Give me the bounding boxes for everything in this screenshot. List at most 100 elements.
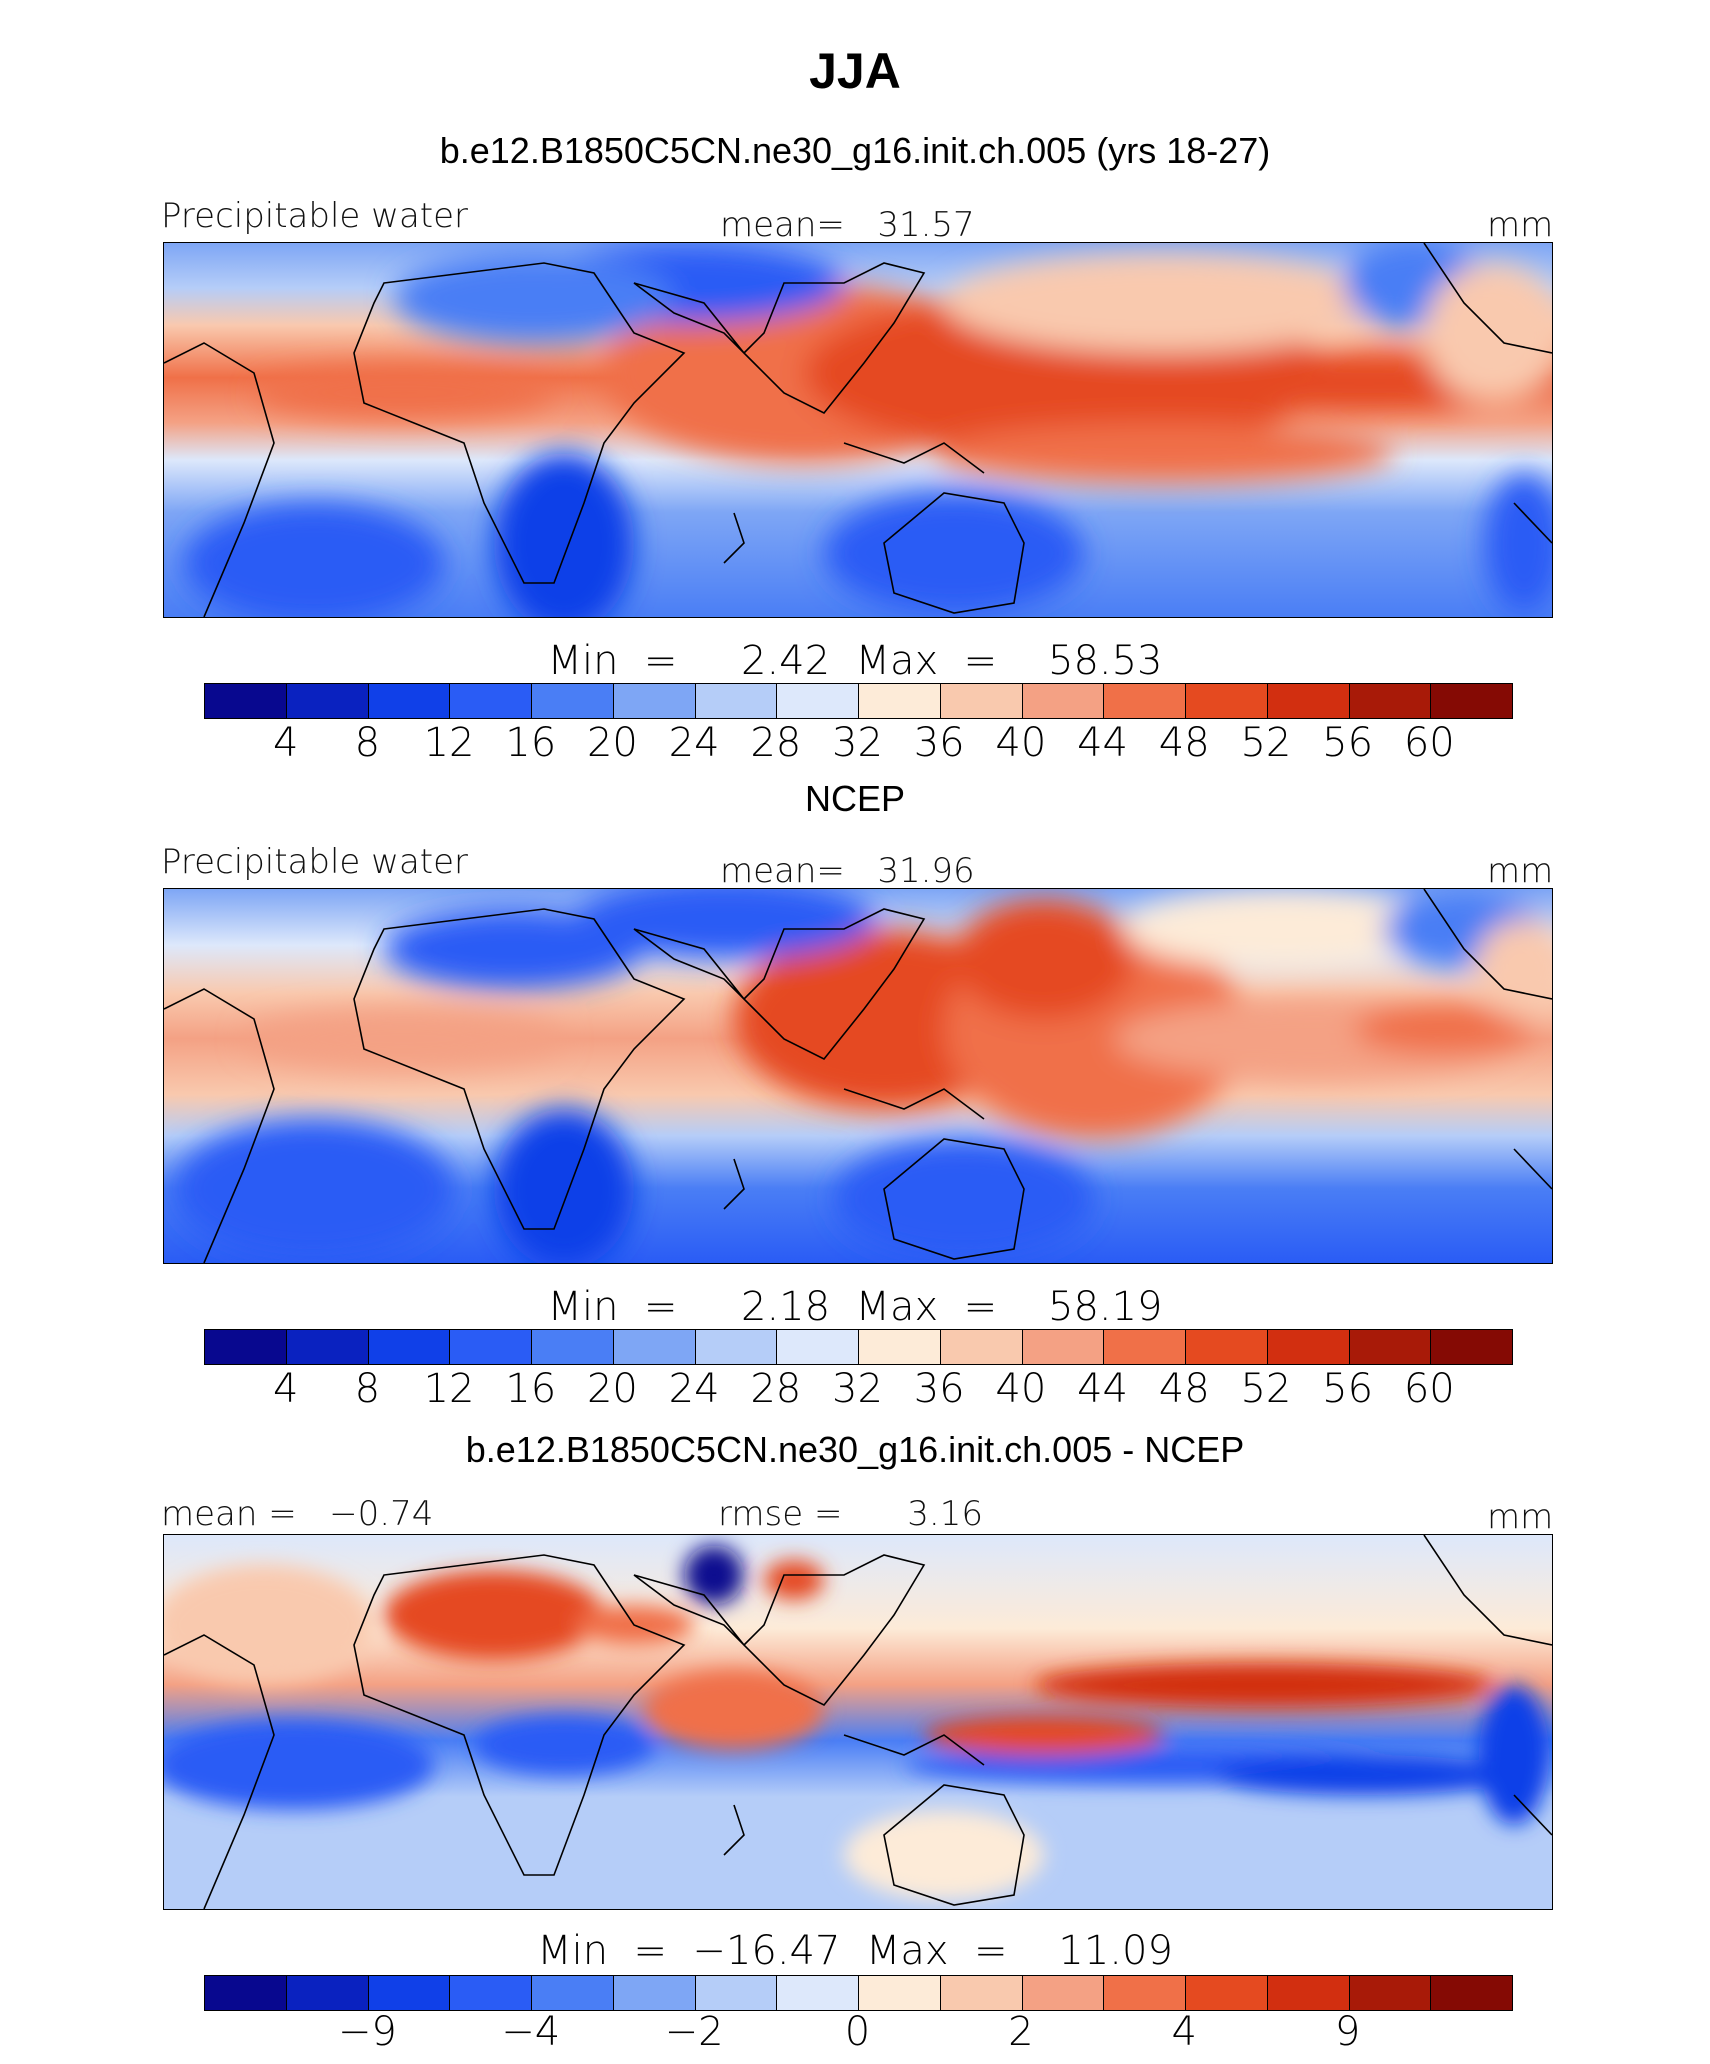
colorbar-cell <box>205 1330 287 1364</box>
colorbar-tick-label: 48 <box>1158 720 1210 766</box>
colorbar-tick-label: 36 <box>913 1366 965 1412</box>
colorbar-tick-label: 36 <box>913 720 965 766</box>
colorbar-cell <box>205 684 287 718</box>
colorbar-cell <box>205 1976 287 2010</box>
panel-1-tick-labels: 4 8 12 16 20 24 28 32 36 40 44 48 52 56 60 <box>204 720 1511 770</box>
panel-2-left-label: Precipitable water <box>161 842 469 882</box>
colorbar-tick-label: 48 <box>1158 1366 1210 1412</box>
colorbar-cell <box>859 1976 941 2010</box>
colorbar-tick-label: 52 <box>1240 1366 1292 1412</box>
panel-3-minmax: Min = −16.47 Max = 11.09 <box>537 1928 1173 1974</box>
colorbar-tick-label: 24 <box>668 1366 720 1412</box>
colorbar-cell <box>777 1330 859 1364</box>
colorbar-tick-label: −9 <box>337 2009 397 2055</box>
colorbar-cell <box>859 684 941 718</box>
colorbar-cell <box>1267 1976 1350 2010</box>
panel-3-tick-labels: −9 −4 −2 0 2 4 9 <box>204 2009 1511 2059</box>
colorbar-cell <box>368 1330 451 1364</box>
panel-3-left-label: mean = −0.74 <box>161 1494 434 1534</box>
colorbar-cell <box>1186 684 1268 718</box>
panel-3-contour-map <box>164 1535 1552 1909</box>
panel-2-subtitle: NCEP <box>804 778 906 819</box>
colorbar-tick-label: 4 <box>272 1366 299 1412</box>
colorbar-tick-label: 8 <box>354 720 381 766</box>
colorbar-cell <box>286 684 369 718</box>
colorbar-tick-label: 52 <box>1240 720 1292 766</box>
panel-3-map <box>163 1534 1553 1910</box>
colorbar-cell <box>1022 1976 1105 2010</box>
colorbar-cell <box>777 684 859 718</box>
colorbar-cell <box>859 1330 941 1364</box>
colorbar-tick-label: 0 <box>844 2009 871 2055</box>
colorbar-cell <box>940 684 1023 718</box>
colorbar-cell <box>450 1976 532 2010</box>
colorbar-cell <box>613 1976 696 2010</box>
colorbar-cell <box>1186 1330 1268 1364</box>
colorbar-cell <box>695 1976 778 2010</box>
colorbar-cell <box>286 1330 369 1364</box>
colorbar-tick-label: 20 <box>586 720 638 766</box>
colorbar-cell <box>1022 1330 1105 1364</box>
panel-1-center-label: mean= 31.57 <box>720 205 975 245</box>
colorbar-tick-label: 32 <box>832 720 883 766</box>
colorbar-tick-label: 60 <box>1403 1366 1455 1412</box>
colorbar-tick-label: 28 <box>750 1366 802 1412</box>
panel-1-map <box>163 242 1553 618</box>
colorbar-tick-label: 4 <box>272 720 299 766</box>
panel-3-colorbar <box>204 1975 1513 2011</box>
colorbar-cell <box>695 684 778 718</box>
colorbar-tick-label: −4 <box>501 2009 561 2055</box>
panel-2-map <box>163 888 1553 1264</box>
panel-1-right-label: mm <box>1487 205 1554 245</box>
panel-2-minmax: Min = 2.18 Max = 58.19 <box>547 1284 1163 1330</box>
colorbar-cell <box>1104 684 1186 718</box>
colorbar-tick-label: 56 <box>1322 1366 1374 1412</box>
colorbar-tick-label: 16 <box>505 720 557 766</box>
colorbar-cell <box>1104 1976 1186 2010</box>
colorbar-cell <box>1267 1330 1350 1364</box>
panel-2-contour-map <box>164 889 1552 1263</box>
panel-3-subtitle: b.e12.B1850C5CN.ne30_g16.init.ch.005 - N… <box>465 1429 1245 1470</box>
colorbar-cell <box>1349 1330 1432 1364</box>
colorbar-tick-label: 9 <box>1334 2009 1361 2055</box>
colorbar-tick-label: 8 <box>354 1366 381 1412</box>
colorbar-cell <box>368 684 451 718</box>
colorbar-cell <box>1349 684 1432 718</box>
panel-2-right-label: mm <box>1487 851 1554 891</box>
colorbar-cell <box>532 1330 614 1364</box>
colorbar-cell <box>1104 1330 1186 1364</box>
panel-3-right-label: mm <box>1487 1497 1554 1537</box>
colorbar-tick-label: 40 <box>995 720 1047 766</box>
colorbar-cell <box>286 1976 369 2010</box>
panel-3-center-label: rmse = 3.16 <box>718 1494 983 1534</box>
colorbar-tick-label: 4 <box>1171 2009 1197 2055</box>
colorbar-cell <box>1267 684 1350 718</box>
colorbar-tick-label: 12 <box>423 720 475 766</box>
panel-1-colorbar <box>204 683 1513 719</box>
colorbar-cell <box>1431 1330 1512 1364</box>
colorbar-cell <box>613 1330 696 1364</box>
colorbar-cell <box>1431 1976 1512 2010</box>
colorbar-cell <box>1022 684 1105 718</box>
colorbar-tick-label: 44 <box>1077 1366 1129 1412</box>
colorbar-cell <box>695 1330 778 1364</box>
colorbar-cell <box>368 1976 451 2010</box>
colorbar-cell <box>1186 1976 1268 2010</box>
colorbar-tick-label: 28 <box>750 720 802 766</box>
colorbar-cell <box>532 1976 614 2010</box>
panel-2-colorbar <box>204 1329 1513 1365</box>
colorbar-tick-label: 16 <box>505 1366 557 1412</box>
colorbar-tick-label: 32 <box>832 1366 883 1412</box>
colorbar-cell <box>450 684 532 718</box>
panel-1-left-label: Precipitable water <box>161 196 469 236</box>
colorbar-tick-label: 20 <box>586 1366 638 1412</box>
colorbar-cell <box>613 684 696 718</box>
colorbar-cell <box>940 1976 1023 2010</box>
colorbar-tick-label: 44 <box>1077 720 1129 766</box>
colorbar-tick-label: 60 <box>1403 720 1455 766</box>
panel-2-center-label: mean= 31.96 <box>720 851 975 891</box>
colorbar-cell <box>1431 684 1512 718</box>
colorbar-tick-label: 40 <box>995 1366 1047 1412</box>
colorbar-cell <box>940 1330 1023 1364</box>
panel-1-contour-map <box>164 243 1552 617</box>
